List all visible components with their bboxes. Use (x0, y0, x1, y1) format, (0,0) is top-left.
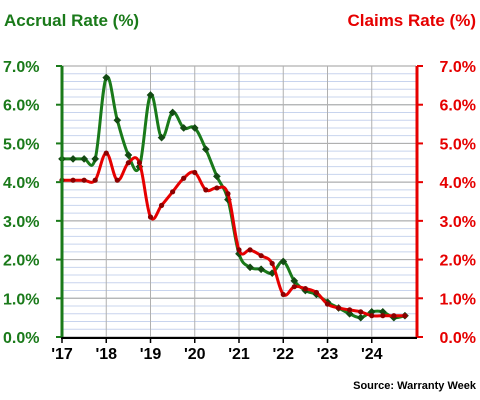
x-tick-label: '23 (317, 346, 339, 363)
right-tick-label: 6.0% (440, 98, 476, 115)
right-tick-label: 4.0% (440, 175, 476, 192)
right-tick-label: 0.0% (440, 330, 476, 347)
x-tick-label: '21 (228, 346, 250, 363)
claims-point (147, 214, 154, 220)
claims-point (280, 291, 286, 298)
claims-point (391, 313, 397, 319)
right-tick-label: 1.0% (440, 291, 476, 308)
right-axis-title: Claims Rate (%) (348, 11, 476, 30)
claims-point (103, 150, 109, 156)
claims-point (324, 301, 331, 307)
right-tick-label: 5.0% (440, 136, 476, 153)
left-tick-label: 7.0% (3, 59, 39, 76)
accrual-point (146, 91, 155, 99)
x-tick-label: '19 (140, 346, 162, 363)
claims-point (347, 307, 353, 313)
claims-point (203, 187, 209, 193)
accrual-point (179, 123, 188, 132)
accrual-point (91, 154, 100, 163)
x-tick-label: '17 (51, 346, 73, 363)
left-tick-label: 4.0% (3, 175, 39, 192)
accrual-point (246, 263, 255, 272)
accrual-point (212, 172, 221, 181)
claims-point (70, 177, 76, 183)
left-tick-label: 0.0% (3, 330, 39, 347)
claims-point (236, 247, 242, 253)
accrual-point (102, 73, 111, 82)
claims-point (402, 313, 408, 319)
claims-point (247, 247, 253, 253)
right-tick-label: 3.0% (440, 214, 476, 231)
claims-point (92, 177, 98, 183)
claims-point (170, 189, 176, 195)
left-tick-label: 2.0% (3, 253, 39, 270)
right-tick-label: 2.0% (440, 253, 476, 270)
accrual-point (124, 151, 133, 159)
accrual-point (190, 123, 199, 132)
x-tick-label: '22 (272, 346, 294, 363)
source-note: Source: Warranty Week (353, 380, 477, 392)
left-tick-label: 6.0% (3, 98, 39, 115)
accrual-point (80, 154, 89, 163)
x-tick-label: '24 (361, 346, 383, 363)
claims-point (258, 253, 264, 259)
claims-point (358, 309, 364, 315)
x-tick-label: '18 (95, 346, 117, 363)
claims-point (136, 160, 143, 166)
left-axis-title: Accrual Rate (%) (4, 11, 139, 30)
claims-point (158, 202, 165, 208)
claims-point (114, 177, 120, 183)
accrual-point (113, 116, 122, 125)
left-tick-label: 3.0% (3, 214, 39, 231)
plot-area: 0.0% 0.0% 1.0% 1.0% 2.0% 2.0% 3.0% 3.0% 4.0% 4.0%… (3, 59, 476, 363)
claims-point (225, 191, 231, 197)
claims-point (302, 286, 308, 292)
claims-point (313, 289, 320, 296)
accrual-point (279, 257, 288, 266)
claims-point (269, 260, 275, 267)
claims-point (181, 175, 187, 181)
accrual-point (201, 145, 210, 154)
claims-point (81, 177, 87, 183)
claims-point (335, 305, 342, 311)
claims-point (214, 185, 220, 191)
left-tick-label: 1.0% (3, 291, 39, 308)
accrual-point (157, 133, 166, 142)
accrual-point (345, 309, 354, 318)
left-tick-label: 5.0% (3, 136, 39, 153)
accrual-point (168, 108, 177, 117)
claims-point (291, 284, 297, 290)
claims-point (369, 313, 375, 319)
claims-point (192, 169, 198, 176)
accrual-point (69, 154, 78, 163)
accrual-point (356, 313, 365, 322)
right-tick-label: 7.0% (440, 59, 476, 76)
claims-point (380, 313, 386, 319)
accrual-point (257, 265, 266, 274)
claims-point (125, 160, 131, 166)
x-tick-label: '20 (184, 346, 206, 363)
